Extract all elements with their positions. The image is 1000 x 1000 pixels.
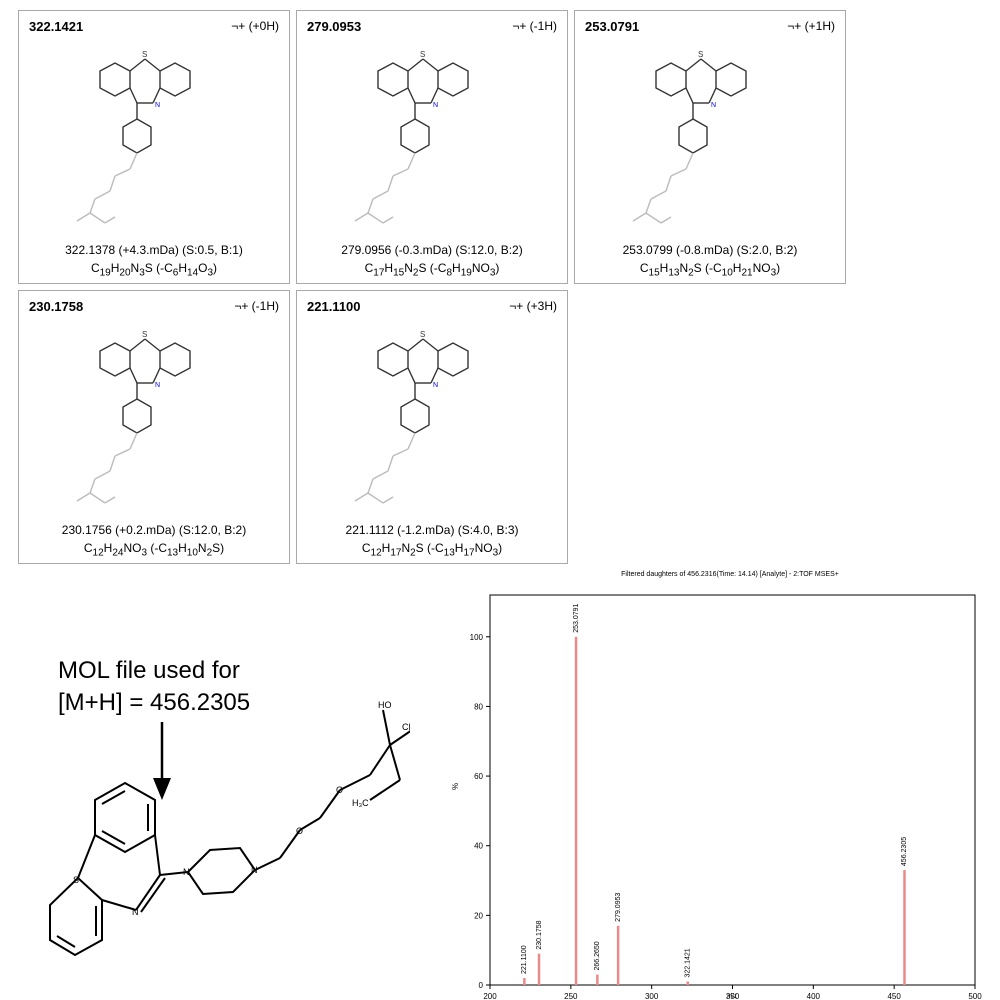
caption-line-2: [M+H] = 456.2305 xyxy=(58,689,251,716)
peak-bar xyxy=(903,870,906,985)
fragment-match: 230.1756 (+0.2.mDa) (S:12.0, B:2) xyxy=(61,523,247,537)
fragment-formula: C19H20N3S (-C6H14O3) xyxy=(90,261,218,279)
svg-text:S: S xyxy=(420,50,425,59)
svg-text:N: N xyxy=(132,907,139,917)
svg-text:S: S xyxy=(73,875,79,885)
peak-bar xyxy=(537,953,541,985)
fragment-charge: ¬+ (+1H) xyxy=(787,19,835,33)
ms-spectrum-chart: Filtered daughters of 456.2316(Time: 14.… xyxy=(451,571,983,1000)
fragment-charge: ¬+ (-1H) xyxy=(512,19,557,33)
peak-label: 279.0953 xyxy=(615,893,622,922)
fragment-mass: 279.0953 xyxy=(307,19,362,34)
svg-text:N: N xyxy=(183,867,190,877)
y-tick-label: 0 xyxy=(479,981,484,990)
x-tick-label: 350 xyxy=(726,992,740,1000)
fragment-charge: ¬+ (+3H) xyxy=(509,299,557,313)
chart-title: Filtered daughters of 456.2316(Time: 14.… xyxy=(621,571,839,578)
fragment-mass: 322.1421 xyxy=(29,19,84,34)
fragment-charge: ¬+ (+0H) xyxy=(231,19,279,33)
svg-text:S: S xyxy=(698,50,703,59)
peak-label: 230.1758 xyxy=(536,920,543,949)
svg-text:S: S xyxy=(142,330,147,339)
fragment-match: 279.0956 (-0.3.mDa) (S:12.0, B:2) xyxy=(341,243,523,257)
svg-text:N: N xyxy=(251,865,258,875)
fragment-card: 221.1100 ¬+ (+3H) S N 221.1112 (-1.2.mDa) (S… xyxy=(296,290,568,564)
svg-text:O: O xyxy=(336,785,343,795)
fragment-structure: SN xyxy=(76,50,191,224)
svg-text:S: S xyxy=(420,330,425,339)
svg-text:HO: HO xyxy=(378,700,392,710)
plot-frame xyxy=(489,594,976,986)
y-tick-label: 20 xyxy=(474,911,483,920)
svg-text:S: S xyxy=(142,50,147,59)
peak-label: 322.1421 xyxy=(684,948,691,977)
y-axis-label: % xyxy=(451,783,460,790)
x-tick-label: 450 xyxy=(887,992,901,1000)
peak-label: 221.1100 xyxy=(521,945,528,974)
x-axis-label: m/z xyxy=(727,994,737,1000)
fragment-grid: 322.1421 ¬+ (+0H) S N 322.1378 (+4.3.mDa) (S… xyxy=(18,10,846,567)
peak-bar xyxy=(574,636,578,985)
mol-structure: S N N N O O HO CH₃ H₃C xyxy=(49,700,410,957)
caption-line-1: MOL file used for xyxy=(58,657,240,684)
fragment-mass: 230.1758 xyxy=(29,299,84,314)
y-tick-label: 80 xyxy=(474,702,483,711)
peak-label: 456.2305 xyxy=(901,837,908,866)
svg-text:N: N xyxy=(433,382,438,389)
fragment-formula: C17H15N2S (-C8H19NO3) xyxy=(364,261,500,279)
fragment-card: 322.1421 ¬+ (+0H) S N 322.1378 (+4.3.mDa) (S… xyxy=(18,10,290,284)
x-tick-label: 500 xyxy=(968,992,982,1000)
fragment-formula: C12H17N2S (-C13H17NO3) xyxy=(361,541,503,559)
peak-label: 253.0791 xyxy=(573,603,580,632)
svg-text:N: N xyxy=(155,102,160,109)
fragment-structure: SN xyxy=(354,330,469,504)
fragment-structure: SN xyxy=(76,330,191,504)
fragment-match: 322.1378 (+4.3.mDa) (S:0.5, B:1) xyxy=(65,243,243,257)
peak-bar xyxy=(523,978,526,985)
x-tick-label: 300 xyxy=(645,992,659,1000)
fragment-match: 221.1112 (-1.2.mDa) (S:4.0, B:3) xyxy=(345,523,519,537)
axis-ticks: 200 250 300 350 400 450 500 0 20 40 60 80 100 xyxy=(470,633,983,1000)
fragment-mass: 221.1100 xyxy=(307,299,361,314)
svg-text:N: N xyxy=(155,382,160,389)
x-tick-label: 200 xyxy=(483,992,497,1000)
peak-bar xyxy=(616,925,620,985)
svg-text:H₃C: H₃C xyxy=(352,798,369,808)
svg-text:N: N xyxy=(711,102,716,109)
fragment-formula: C15H13N2S (-C10H21NO3) xyxy=(639,261,781,279)
fragment-mass: 253.0791 xyxy=(585,19,640,34)
fragment-charge: ¬+ (-1H) xyxy=(234,299,279,313)
peak-label: 266.2650 xyxy=(594,941,601,970)
svg-text:CH₃: CH₃ xyxy=(402,722,410,732)
fragment-card: 253.0791 ¬+ (+1H) S N 253.0799 (-0.8.mDa) (S… xyxy=(574,10,846,284)
fragment-card: 279.0953 ¬+ (-1H) S N 279.0956 (-0.3.mDa) (S… xyxy=(296,10,568,284)
y-tick-label: 100 xyxy=(470,633,484,642)
x-tick-label: 400 xyxy=(807,992,821,1000)
fragment-formula: C12H24NO3 (-C13H10N2S) xyxy=(83,541,225,559)
svg-text:O: O xyxy=(296,826,303,836)
peak-bar xyxy=(596,974,599,985)
fragment-match: 253.0799 (-0.8.mDa) (S:2.0, B:2) xyxy=(622,243,798,257)
y-tick-label: 40 xyxy=(474,842,483,851)
mol-caption: MOL file used for [M+H] = 456.2305 xyxy=(58,655,250,719)
fragment-structure: SN xyxy=(632,50,747,224)
down-arrow-icon xyxy=(153,722,171,800)
y-tick-label: 60 xyxy=(474,772,483,781)
x-tick-label: 250 xyxy=(564,992,578,1000)
peak-bar xyxy=(686,981,689,985)
svg-text:N: N xyxy=(433,102,438,109)
fragment-card: 230.1758 ¬+ (-1H) S N 230.1756 (+0.2.mDa) (S… xyxy=(18,290,290,564)
peaks: 221.1100 230.1758 253.0791 266.2650 279.0953… xyxy=(521,603,908,985)
fragment-structure: SN xyxy=(354,50,469,224)
